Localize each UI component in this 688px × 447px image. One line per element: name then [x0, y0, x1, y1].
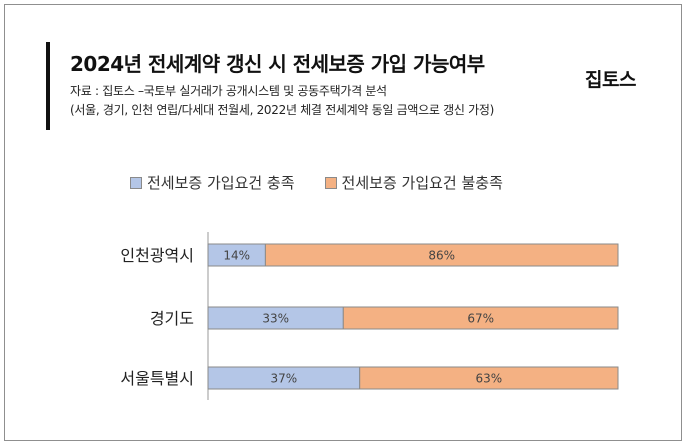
legend-swatch-met: [130, 176, 142, 189]
category-label: 인천광역시: [120, 246, 194, 265]
bar-segment-unmet: [342, 306, 619, 330]
bar-segment-unmet: [359, 366, 619, 390]
chart-title: 2024년 전세계약 갱신 시 전세보증 가입 가능여부: [70, 52, 485, 76]
category-label: 서울특별시: [120, 369, 194, 388]
data-label: 37%: [271, 372, 298, 386]
data-label: 67%: [467, 312, 494, 326]
legend-label-unmet: 전세보증 가입요건 불충족: [341, 174, 503, 192]
legend-label-met: 전세보증 가입요건 충족: [147, 174, 295, 192]
legend-swatch-unmet: [324, 176, 337, 189]
legend: 전세보증 가입요건 충족 전세보증 가입요건 불충족: [130, 172, 503, 193]
category-label: 경기도: [150, 309, 194, 328]
legend-item-met: 전세보증 가입요건 충족: [130, 172, 295, 193]
data-label: 86%: [428, 249, 455, 263]
data-label: 63%: [476, 372, 503, 386]
brand-logo: 집토스: [585, 69, 636, 91]
note-text: (서울, 경기, 인천 연립/다세대 전월세, 2022년 체결 전세계약 동일…: [70, 103, 494, 117]
data-label: 33%: [262, 312, 289, 326]
legend-item-unmet: 전세보증 가입요건 불충족: [324, 172, 503, 193]
source-text: 자료 : 집토스 –국토부 실거래가 공개시스템 및 공동주택가격 분석: [70, 84, 387, 98]
bar-segment-unmet: [264, 243, 619, 267]
title-accent-bar: [46, 42, 50, 130]
data-label: 14%: [223, 249, 250, 263]
